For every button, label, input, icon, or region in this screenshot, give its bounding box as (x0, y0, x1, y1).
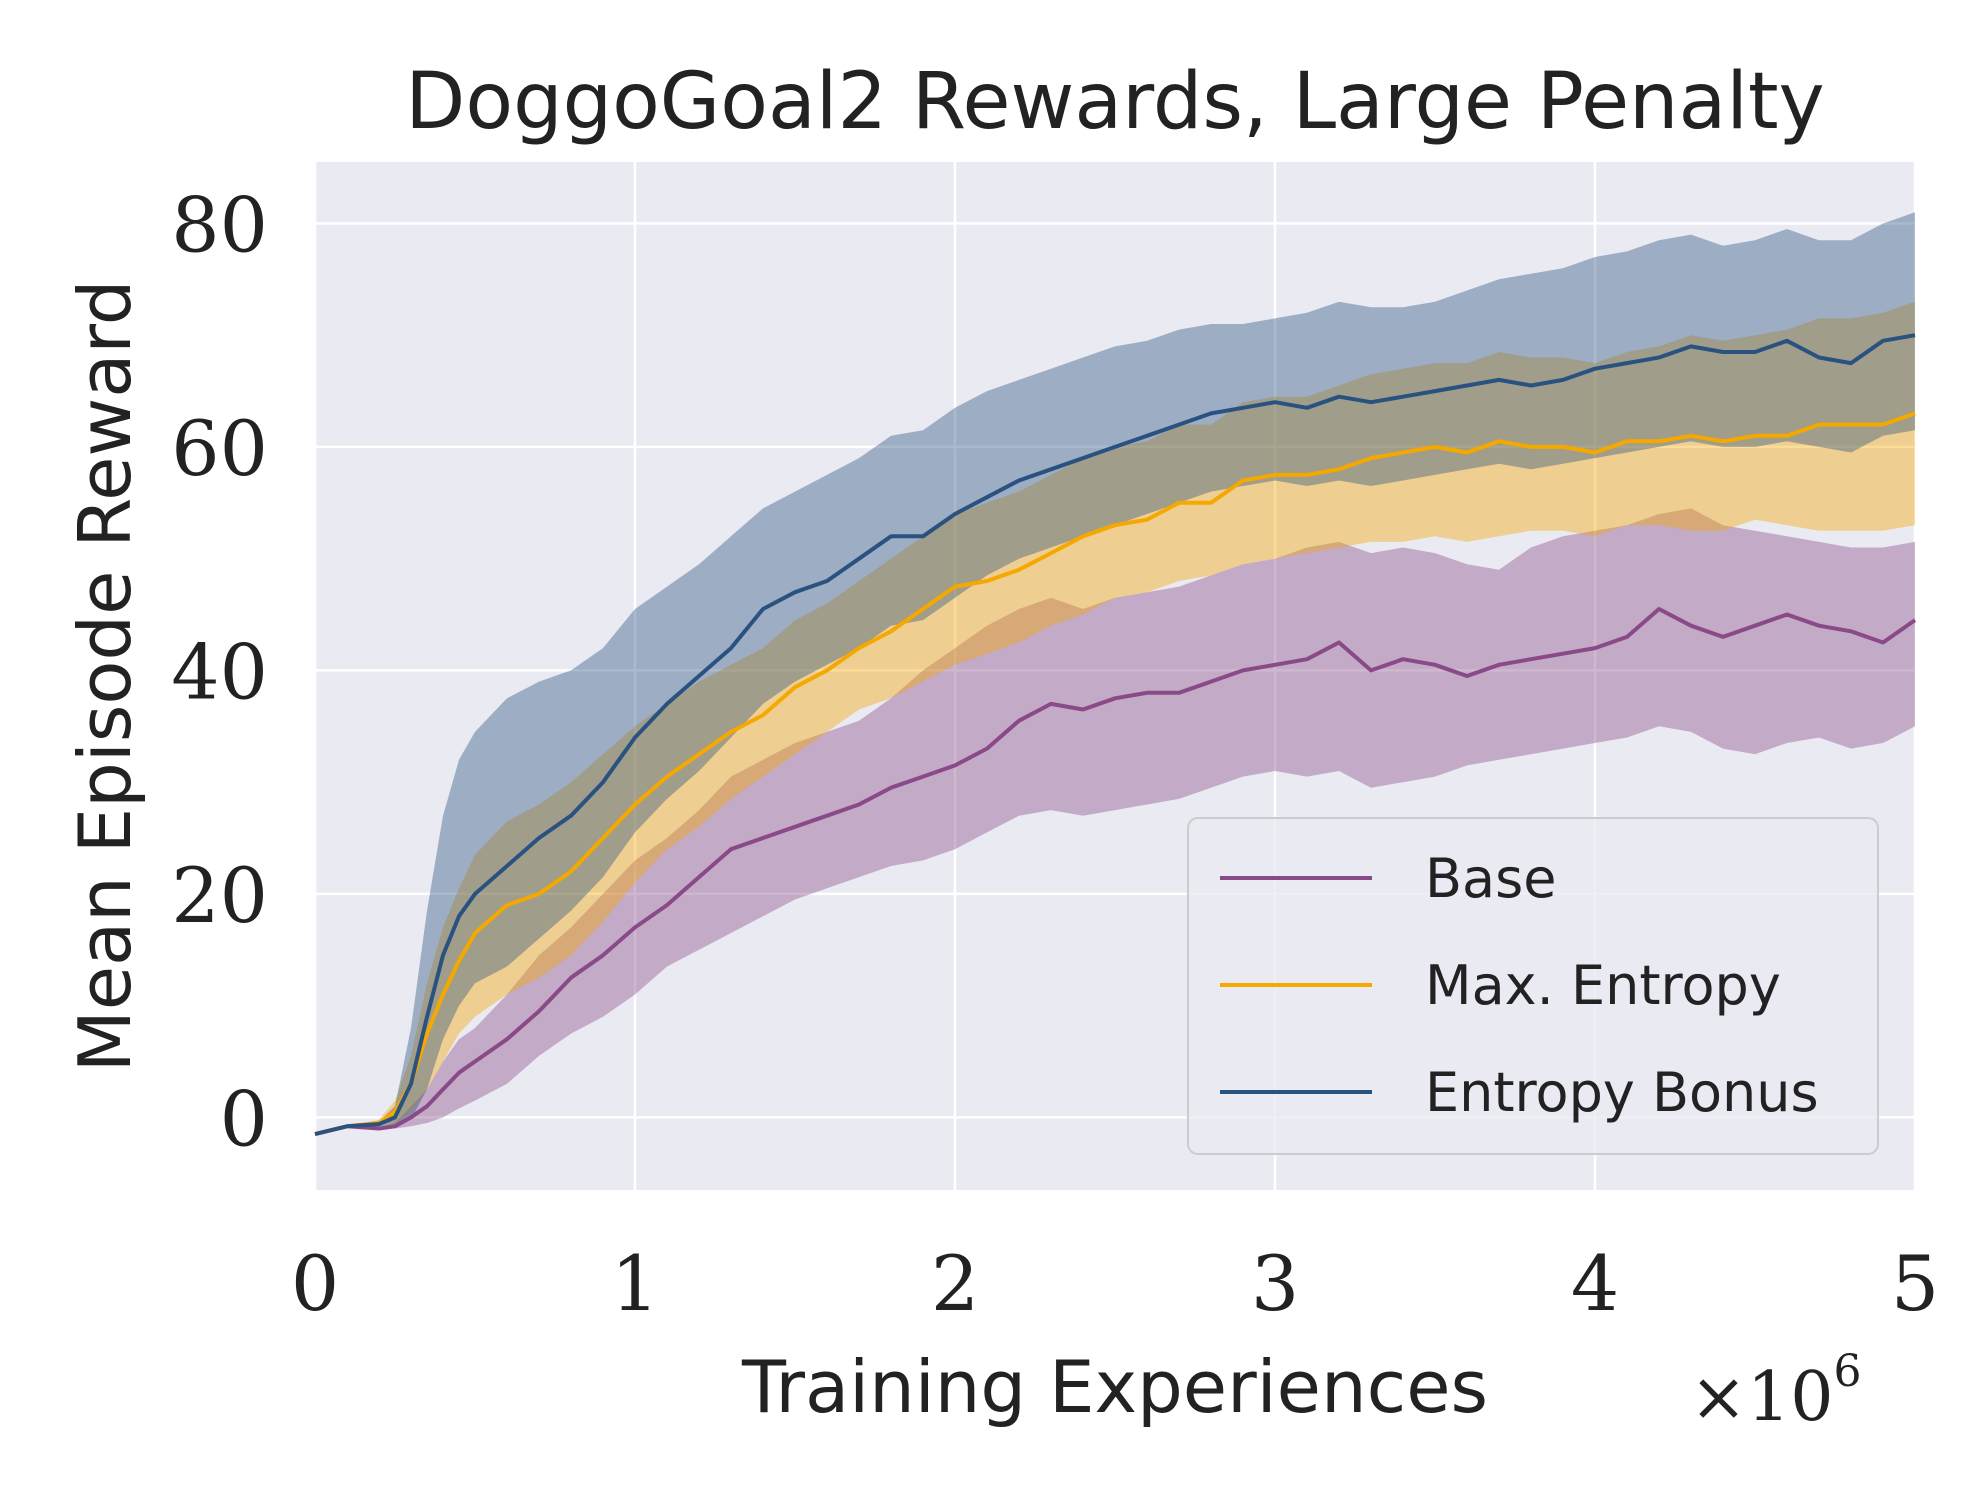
chart-title: DoggoGoal2 Rewards, Large Penalty (405, 57, 1824, 147)
x-tick-labels: 0 1 2 3 4 5 (291, 1239, 1939, 1328)
legend: Base Max. Entropy Entropy Bonus (1187, 817, 1879, 1155)
legend-label-base: Base (1425, 847, 1557, 910)
y-tick-label-80: 80 (171, 180, 268, 269)
y-tick-label-60: 60 (171, 404, 268, 493)
entropy-bonus-line (314, 333, 1916, 1137)
legend-label-entropy-bonus: Entropy Bonus (1425, 1061, 1819, 1124)
base-line (314, 607, 1917, 1137)
max-entropy-band (315, 301, 1915, 1135)
x-multiplier-exponent: 6 (1834, 1346, 1862, 1397)
x-multiplier-base: ×10 (1690, 1358, 1834, 1437)
x-tick-label-4: 4 (1571, 1239, 1619, 1328)
x-tick-label-3: 3 (1251, 1239, 1299, 1328)
legend-label-max-entropy: Max. Entropy (1425, 954, 1781, 1017)
x-axis-label: Training Experiences (741, 1345, 1488, 1429)
x-tick-label-1: 1 (611, 1239, 659, 1328)
x-tick-label-0: 0 (291, 1239, 339, 1328)
y-tick-labels: 0 20 40 60 80 (171, 180, 268, 1163)
legend-box (1187, 817, 1879, 1155)
y-tick-label-0: 0 (220, 1074, 268, 1163)
x-tick-label-2: 2 (931, 1239, 979, 1328)
series-lines (314, 333, 1917, 1137)
y-tick-label-20: 20 (171, 851, 268, 940)
x-multiplier: ×106 (1690, 1346, 1862, 1437)
y-tick-label-40: 40 (171, 627, 268, 716)
y-axis-label: Mean Episode Reward (63, 280, 147, 1073)
max-entropy-line (314, 411, 1916, 1137)
x-tick-label-5: 5 (1891, 1239, 1939, 1328)
base-band (315, 508, 1915, 1135)
